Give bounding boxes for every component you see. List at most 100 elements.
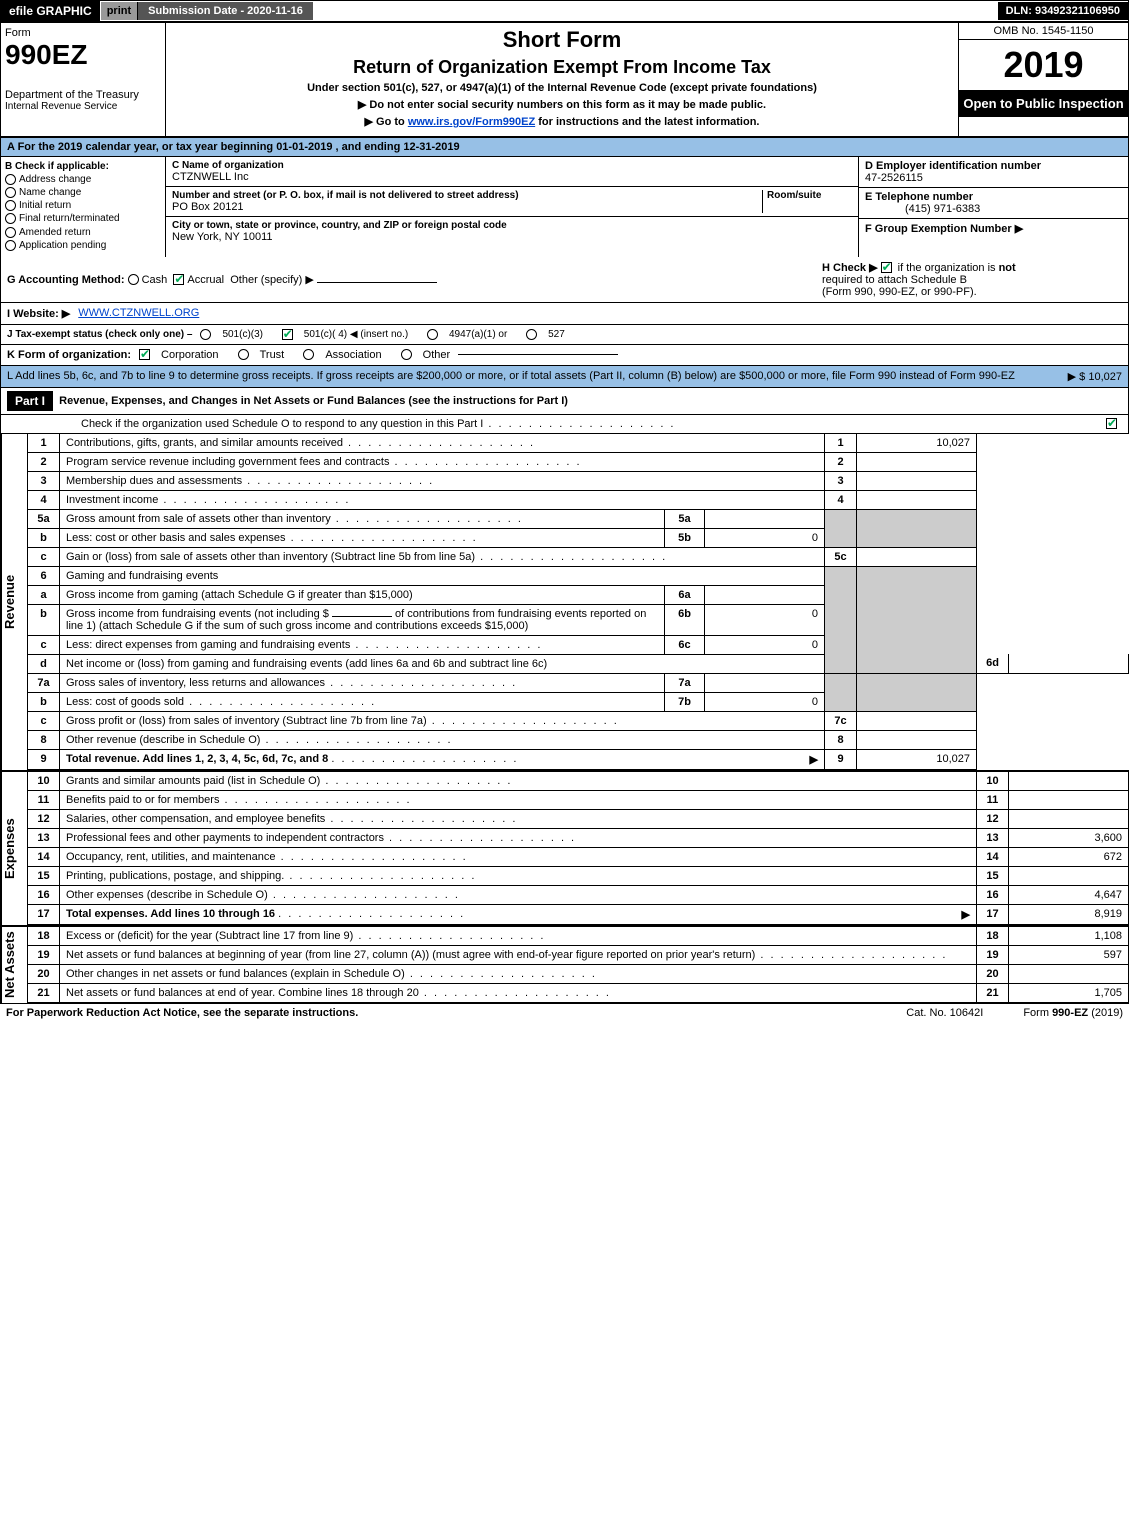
line-5a: 5aGross amount from sale of assets other… [28, 509, 1129, 528]
submission-date: Submission Date - 2020-11-16 [138, 2, 313, 20]
k-label: K Form of organization: [7, 349, 131, 361]
k-other[interactable] [401, 349, 412, 360]
section-k: K Form of organization: Corporation Trus… [0, 345, 1129, 366]
line-7c: cGross profit or (loss) from sales of in… [28, 711, 1129, 730]
line-8: 8Other revenue (describe in Schedule O)8 [28, 730, 1129, 749]
city-label: City or town, state or province, country… [172, 220, 852, 231]
ein-label: D Employer identification number [865, 160, 1041, 172]
line-5c: cGain or (loss) from sale of assets othe… [28, 547, 1129, 566]
cb-name-change[interactable]: Name change [5, 187, 161, 198]
section-j: J Tax-exempt status (check only one) – 5… [0, 325, 1129, 345]
h-label: H Check ▶ [822, 262, 878, 274]
line-1: 1Contributions, gifts, grants, and simil… [28, 434, 1129, 453]
part1-check-text: Check if the organization used Schedule … [81, 418, 676, 430]
open-public-badge: Open to Public Inspection [959, 90, 1128, 117]
tax-year-row: A For the 2019 calendar year, or tax yea… [0, 137, 1129, 157]
j-501c[interactable] [282, 329, 293, 340]
part1-checkbox[interactable] [1106, 418, 1117, 429]
j-501c3[interactable] [200, 329, 211, 340]
goto-pre: ▶ Go to [365, 116, 408, 128]
group-exemption-label: F Group Exemption Number ▶ [865, 223, 1023, 235]
street: PO Box 20121 [172, 201, 762, 213]
accrual-checkbox[interactable] [173, 274, 184, 285]
line-7a: 7aGross sales of inventory, less returns… [28, 673, 1129, 692]
website-link[interactable]: WWW.CTZNWELL.ORG [78, 307, 199, 319]
org-name: CTZNWELL Inc [172, 171, 852, 183]
info-grid: B Check if applicable: Address change Na… [0, 157, 1129, 257]
k-trust[interactable] [238, 349, 249, 360]
goto-post: for instructions and the latest informat… [538, 116, 759, 128]
submission-date-label: Submission Date - [148, 5, 247, 17]
j-label: J Tax-exempt status (check only one) – [7, 329, 192, 340]
l-amount: ▶ $ 10,027 [1068, 370, 1122, 383]
cb-amended-return[interactable]: Amended return [5, 227, 161, 238]
cash-radio[interactable] [128, 274, 139, 285]
cb-application-pending[interactable]: Application pending [5, 240, 161, 251]
line-17: 17Total expenses. Add lines 10 through 1… [28, 904, 1129, 924]
part1-header: Part I Revenue, Expenses, and Changes in… [0, 388, 1129, 415]
expenses-table: 10Grants and similar amounts paid (list … [27, 772, 1129, 925]
line-2: 2Program service revenue including gover… [28, 452, 1129, 471]
irs-link[interactable]: www.irs.gov/Form990EZ [408, 116, 535, 128]
j-4947[interactable] [427, 329, 438, 340]
tax-year: 2019 [959, 40, 1128, 90]
revenue-label: Revenue [1, 434, 27, 770]
line-11: 11Benefits paid to or for members11 [28, 790, 1129, 809]
section-b: B Check if applicable: Address change Na… [1, 157, 166, 257]
revenue-table: 1Contributions, gifts, grants, and simil… [27, 434, 1129, 770]
form-number: 990EZ [5, 39, 161, 71]
cb-initial-return[interactable]: Initial return [5, 200, 161, 211]
section-def: D Employer identification number 47-2526… [858, 157, 1128, 257]
revenue-section: Revenue 1Contributions, gifts, grants, a… [0, 434, 1129, 770]
j-527[interactable] [526, 329, 537, 340]
k-assoc[interactable] [303, 349, 314, 360]
line-18: 18Excess or (deficit) for the year (Subt… [28, 927, 1129, 946]
submission-date-value: 2020-11-16 [247, 5, 303, 17]
dln-value: 93492321106950 [1035, 5, 1120, 17]
no-ssn-notice: ▶ Do not enter social security numbers o… [170, 98, 954, 111]
return-title: Return of Organization Exempt From Incom… [170, 57, 954, 78]
header-mid: Short Form Return of Organization Exempt… [166, 23, 958, 136]
part1-label: Part I [7, 391, 53, 411]
street-label: Number and street (or P. O. box, if mail… [172, 190, 762, 201]
website-label: I Website: ▶ [7, 307, 70, 320]
section-g: G Accounting Method: Cash Accrual Other … [7, 273, 814, 286]
line-13: 13Professional fees and other payments t… [28, 828, 1129, 847]
line-14: 14Occupancy, rent, utilities, and mainte… [28, 847, 1129, 866]
section-l: L Add lines 5b, 6c, and 7b to line 9 to … [0, 366, 1129, 388]
omb-number: OMB No. 1545-1150 [959, 23, 1128, 40]
short-form-title: Short Form [170, 27, 954, 53]
goto-line: ▶ Go to www.irs.gov/Form990EZ for instru… [170, 115, 954, 128]
line-16: 16Other expenses (describe in Schedule O… [28, 885, 1129, 904]
top-bar: efile GRAPHIC print Submission Date - 20… [0, 0, 1129, 22]
section-i: I Website: ▶ WWW.CTZNWELL.ORG [0, 303, 1129, 325]
line-4: 4Investment income4 [28, 490, 1129, 509]
print-button[interactable]: print [101, 2, 138, 20]
cb-final-return[interactable]: Final return/terminated [5, 213, 161, 224]
header-right: OMB No. 1545-1150 2019 Open to Public In… [958, 23, 1128, 136]
paperwork-notice: For Paperwork Reduction Act Notice, see … [6, 1007, 358, 1019]
dept-treasury: Department of the Treasury [5, 89, 161, 101]
line-10: 10Grants and similar amounts paid (list … [28, 772, 1129, 791]
part1-title: Revenue, Expenses, and Changes in Net As… [59, 395, 568, 407]
row-gh: G Accounting Method: Cash Accrual Other … [0, 257, 1129, 303]
h-checkbox[interactable] [881, 262, 892, 273]
city: New York, NY 10011 [172, 231, 852, 243]
g-label: G Accounting Method: [7, 274, 125, 286]
ein-value: 47-2526115 [865, 172, 923, 184]
line-15: 15Printing, publications, postage, and s… [28, 866, 1129, 885]
under-section: Under section 501(c), 527, or 4947(a)(1)… [170, 82, 954, 94]
cb-address-change[interactable]: Address change [5, 174, 161, 185]
org-name-label: C Name of organization [172, 160, 852, 171]
k-corp[interactable] [139, 349, 150, 360]
line-3: 3Membership dues and assessments3 [28, 471, 1129, 490]
line-20: 20Other changes in net assets or fund ba… [28, 964, 1129, 983]
header-left: Form 990EZ Department of the Treasury In… [1, 23, 166, 136]
form-header: Form 990EZ Department of the Treasury In… [0, 22, 1129, 137]
netassets-label: Net Assets [1, 927, 27, 1003]
line-21: 21Net assets or fund balances at end of … [28, 983, 1129, 1002]
efile-button[interactable]: efile GRAPHIC [1, 1, 101, 21]
footer: For Paperwork Reduction Act Notice, see … [0, 1003, 1129, 1022]
dln: DLN: 93492321106950 [998, 2, 1128, 20]
line-6: 6Gaming and fundraising events [28, 566, 1129, 585]
